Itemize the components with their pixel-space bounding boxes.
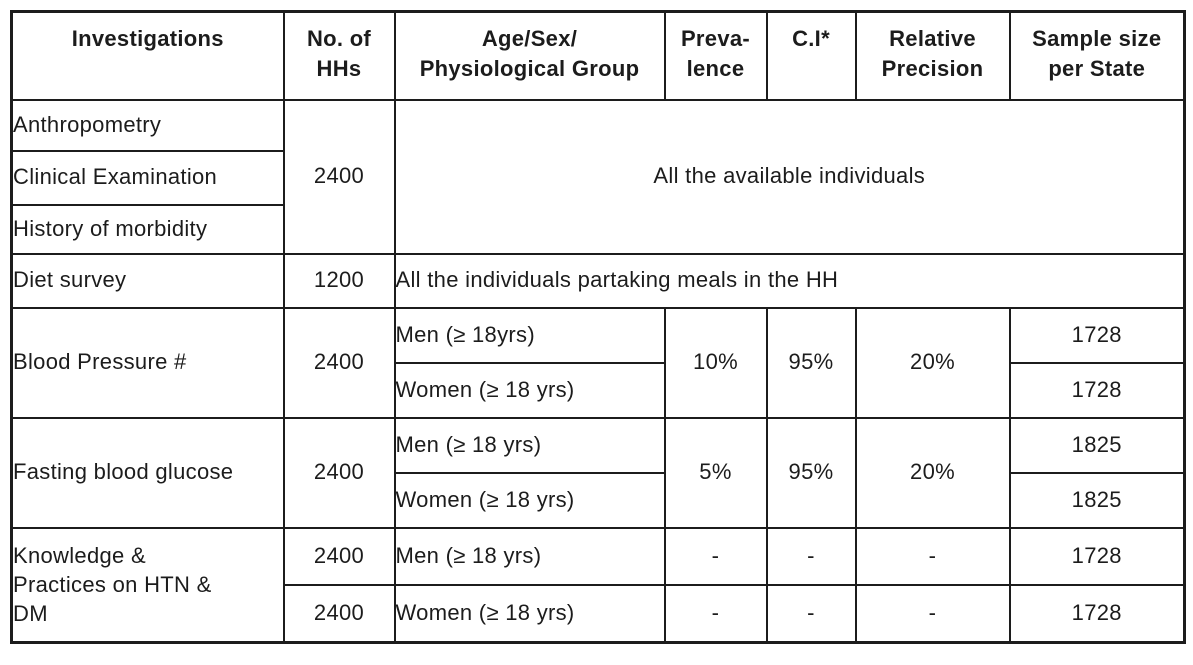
note-available-individuals: All the available individuals xyxy=(393,98,1186,255)
hhs-available-group: 2400 xyxy=(282,98,396,255)
col-header-no-of-hhs: No. of HHs xyxy=(282,10,396,101)
row-clinical-examination: Clinical Examination xyxy=(10,149,1185,206)
sampling-design-table: Investigations No. of HHs Age/Sex/ Physi… xyxy=(10,10,1186,644)
investigation-diet-survey: Diet survey xyxy=(10,252,285,309)
investigation-fasting-glucose: Fasting blood glucose xyxy=(10,416,285,529)
hhs-diet-survey: 1200 xyxy=(282,252,396,309)
prevalence-fasting-glucose: 5% xyxy=(663,416,768,529)
col-header-investigations: Investigations xyxy=(10,10,285,101)
col-header-prevalence: Preva- lence xyxy=(663,10,768,101)
sample-size-fbg-men: 1825 xyxy=(1008,416,1186,474)
note-diet-survey: All the individuals partaking meals in t… xyxy=(393,252,1186,309)
ci-fasting-glucose: 95% xyxy=(765,416,857,529)
header-row: Investigations No. of HHs Age/Sex/ Physi… xyxy=(10,10,1186,101)
investigation-anthropometry: Anthropometry xyxy=(10,98,285,152)
row-fasting-glucose-men: Fasting blood glucose 2400 Men (≥ 18 yrs… xyxy=(10,416,1186,529)
sample-size-kp-women: 1728 xyxy=(1008,583,1186,644)
sample-size-kp-men: 1728 xyxy=(1008,526,1186,586)
row-history-of-morbidity: History of morbidity xyxy=(10,203,1185,255)
hhs-fasting-glucose: 2400 xyxy=(282,416,396,529)
hhs-blood-pressure: 2400 xyxy=(282,306,396,419)
ci-blood-pressure: 95% xyxy=(765,306,857,419)
sample-size-bp-men: 1728 xyxy=(1008,306,1186,364)
group-bp-men: Men (≥ 18yrs) xyxy=(393,306,666,364)
group-bp-women: Women (≥ 18 yrs) xyxy=(393,361,666,419)
row-fasting-glucose-women: Women (≥ 18 yrs) 1825 xyxy=(12,471,1186,529)
row-diet-survey: Diet survey 1200 All the individuals par… xyxy=(10,252,1186,309)
row-knowledge-practices-men: Knowledge & Practices on HTN & DM 2400 M… xyxy=(10,526,1186,644)
group-kp-women: Women (≥ 18 yrs) xyxy=(393,583,666,644)
hhs-kp-men: 2400 xyxy=(282,526,396,586)
hhs-kp-women: 2400 xyxy=(282,583,396,644)
row-blood-pressure-women: Women (≥ 18 yrs) 1728 xyxy=(12,361,1186,419)
col-header-age-sex-group: Age/Sex/ Physiological Group xyxy=(393,10,666,101)
row-anthropometry: Anthropometry 2400 All the available ind… xyxy=(10,98,1186,255)
investigation-knowledge-practices: Knowledge & Practices on HTN & DM xyxy=(10,526,285,644)
ci-kp-men: - xyxy=(765,526,857,586)
prevalence-kp-men: - xyxy=(663,526,768,586)
sample-size-bp-women: 1728 xyxy=(1008,361,1186,419)
col-header-relative-precision: Relative Precision xyxy=(854,10,1011,101)
investigation-clinical-examination: Clinical Examination xyxy=(10,149,285,206)
row-knowledge-practices-women: 2400 Women (≥ 18 yrs) - - - 1728 xyxy=(12,583,1186,644)
relative-precision-blood-pressure: 20% xyxy=(854,306,1011,419)
relative-precision-kp-men: - xyxy=(854,526,1011,586)
ci-kp-women: - xyxy=(765,583,857,644)
group-kp-men: Men (≥ 18 yrs) xyxy=(393,526,666,586)
col-header-sample-size: Sample size per State xyxy=(1008,10,1186,101)
prevalence-kp-women: - xyxy=(663,583,768,644)
investigation-history-of-morbidity: History of morbidity xyxy=(10,203,285,255)
group-fbg-men: Men (≥ 18 yrs) xyxy=(393,416,666,474)
group-fbg-women: Women (≥ 18 yrs) xyxy=(393,471,666,529)
relative-precision-kp-women: - xyxy=(854,583,1011,644)
row-blood-pressure-men: Blood Pressure # 2400 Men (≥ 18yrs) 10% … xyxy=(10,306,1186,419)
investigation-blood-pressure: Blood Pressure # xyxy=(10,306,285,419)
prevalence-blood-pressure: 10% xyxy=(663,306,768,419)
col-header-ci: C.I* xyxy=(765,10,857,101)
sample-size-fbg-women: 1825 xyxy=(1008,471,1186,529)
relative-precision-fasting-glucose: 20% xyxy=(854,416,1011,529)
